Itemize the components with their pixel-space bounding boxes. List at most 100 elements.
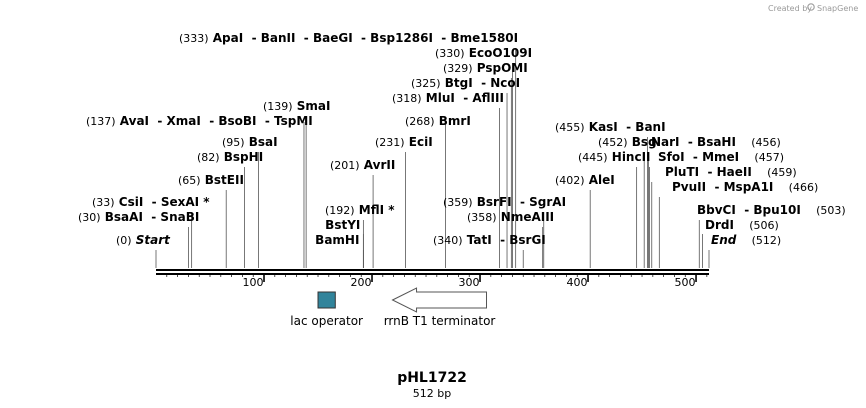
site-bsphi: (82) BspHI [197,150,263,164]
site-label: (325) BtgI - NcoI [411,76,520,90]
site-label: (333) ApaI - BanII - BaeGI - Bsp1286I - … [179,31,518,45]
tick-label: 200 [351,276,372,289]
site-position: (503) [816,204,846,217]
enzyme-name: - MspA1I [706,180,773,194]
enzyme-name: BstEII [201,173,244,187]
site-label: (95) BsaI [222,135,278,149]
enzyme-name: BmrI [435,114,471,128]
site-start: (0) Start [116,233,171,247]
site-pspomi: (329) PspOMI [443,61,528,75]
tick-label: 100 [243,276,264,289]
site-ecii: (231) EciI [375,135,433,149]
enzyme-name: Start [132,233,172,247]
enzyme-name: - Bpu10I [736,203,801,217]
enzyme-name: - HaeII [699,165,752,179]
site-bstyi: BstYI [321,218,360,232]
site-position: (329) [443,62,473,75]
site-position: (201) [330,159,360,172]
enzyme-name: AvrII [360,158,396,172]
site-label: (340) TatI - BsrGI [433,233,546,247]
site-label: PvuII - MspA1I (466) [672,176,818,195]
site-label: (0) Start [116,233,171,247]
site-label: (330) EcoO109I [435,46,532,60]
snapgene-watermark: Created by SnapGene [768,3,858,13]
enzyme-name: - BaeGI [295,31,352,45]
site-position: (330) [435,47,465,60]
site-position: (137) [86,115,116,128]
enzyme-name: BbvCI [697,203,736,217]
site-btgi: (325) BtgI - NcoI [411,76,520,90]
feature-label: lac operator [290,314,363,328]
enzyme-name: - BanI [618,120,666,134]
site-position: (358) [467,211,497,224]
site-label: BbvCI - Bpu10I (503) [697,199,846,218]
site-label: (192) MflI * [325,203,395,217]
site-label: (329) PspOMI [443,61,528,75]
tick-label: 300 [459,276,480,289]
site-bsai: (95) BsaI [222,135,278,149]
site-position: (325) [411,77,441,90]
site-labels: (333) ApaI - BanII - BaeGI - Bsp1286I - … [78,31,846,247]
site-position: (82) [197,151,220,164]
enzyme-name: - NcoI [473,76,520,90]
site-label: (65) BstEII [178,173,244,187]
site-position: (340) [433,234,463,247]
enzyme-name: - MmeI [685,150,740,164]
site-mfli: (192) MflI * [325,203,395,217]
snapgene-brand-text: SnapGene [817,4,858,13]
site-position: (318) [392,92,422,105]
enzyme-name: PluTI [665,165,699,179]
enzyme-name: - TspMI [257,114,313,128]
site-ecoo109i: (330) EcoO109I [435,46,532,60]
enzyme-name: - SgrAI [512,195,566,209]
enzyme-name: - BsaHI [680,135,736,149]
site-end: End (512) [711,233,781,247]
enzyme-name: TatI [463,233,492,247]
created-by-text: Created by [768,4,812,13]
site-alei: (402) AleI [555,173,615,187]
site-label: (359) BsrFI - SgrAI [443,195,566,209]
site-smai: (139) SmaI [263,99,330,113]
enzyme-name: EciI [405,135,433,149]
site-label: PluTI - HaeII (459) [665,161,797,180]
site-drdi: DrdI (506) [705,218,779,232]
site-label: (231) EciI [375,135,433,149]
enzyme-name: BsaAI [101,210,143,224]
enzyme-name: NarI [651,135,680,149]
enzyme-name: BtgI [441,76,473,90]
site-label: BstYI [321,218,360,232]
enzyme-name: - SexAI * [143,195,210,209]
enzyme-name: HincII [608,150,651,164]
feature-box [317,291,336,309]
enzyme-name: PvuII [672,180,706,194]
enzyme-name: BspHI [220,150,264,164]
site-bsrfi: (359) BsrFI - SgrAI [443,195,566,209]
site-tati: (340) TatI - BsrGI [433,233,546,247]
site-label: NarI - BsaHI (456) [651,131,781,150]
enzyme-name: MflI * [355,203,396,217]
site-mlui: (318) MluI - AflIII [392,91,504,105]
enzyme-name: BsgI [628,135,662,149]
site-label: (139) SmaI [263,99,330,113]
sequence-backbone [156,269,709,275]
site-position: (65) [178,174,201,187]
axis-ticks: 100 200 300 400 500 [166,275,708,289]
site-bmri: (268) BmrI [405,114,471,128]
site-position: (139) [263,100,293,113]
enzyme-name: SfoI [658,150,685,164]
enzyme-name: - SnaBI [143,210,199,224]
site-pluti: PluTI - HaeII (459) [665,161,797,180]
site-label: (452) BsgI [598,135,661,149]
site-label: BamHI [311,233,359,247]
site-bsteii: (65) BstEII [178,173,244,187]
enzyme-name: CsiI [115,195,144,209]
snapgene-logo-icon [807,3,815,11]
enzyme-name: NmeAIII [497,210,555,224]
site-bbvci: BbvCI - Bpu10I (503) [697,199,846,218]
feature-arrow [391,287,488,313]
site-label: SfoI - MmeI (457) [658,146,784,165]
enzyme-name: - BanII [243,31,295,45]
site-csii: (33) CsiI - SexAI * [92,195,210,209]
enzyme-name: - AflIII [455,91,504,105]
site-nmeaiii: (358) NmeAIII [467,210,554,224]
